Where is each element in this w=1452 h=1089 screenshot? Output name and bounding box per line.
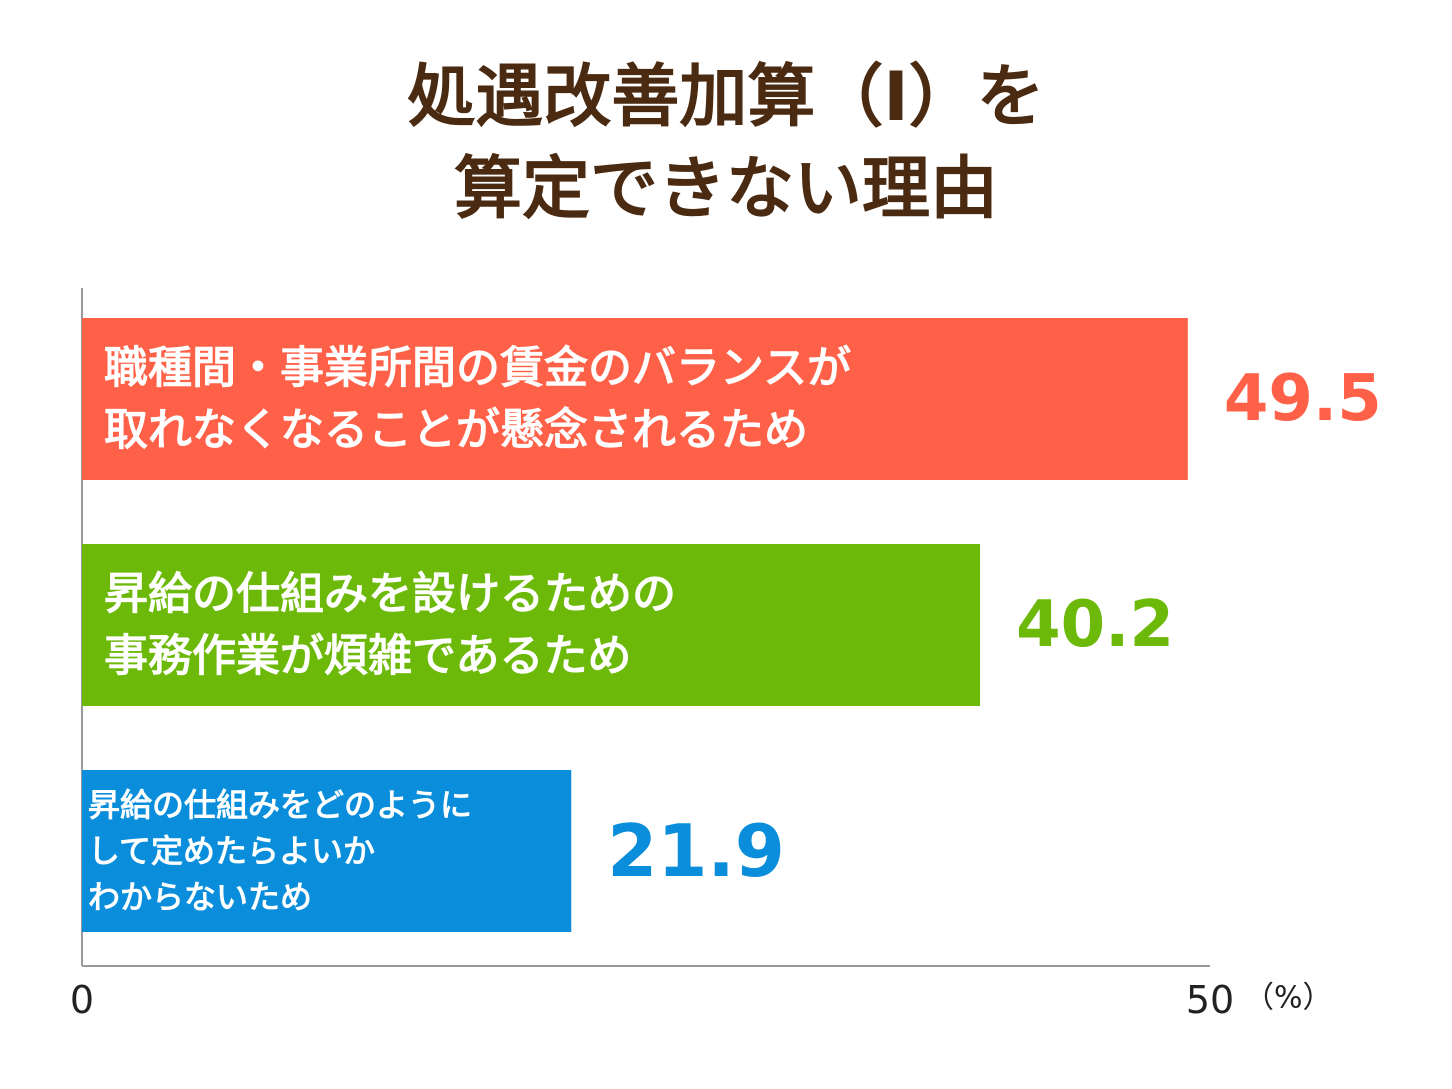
bar-3-label-line-2: して定めたらよいか <box>88 832 375 870</box>
bar-2-label-line-2: 事務作業が煩雑であるため <box>104 631 632 682</box>
chart-title: 処遇改善加算（Ⅰ）を 算定できない理由 <box>0 52 1452 236</box>
bar-1 <box>82 318 1188 480</box>
x-tick-label-0: 0 <box>70 978 94 1022</box>
chart-ticks: 0 50 （%） <box>70 978 1333 1022</box>
bar-3-label-line-1: 昇給の仕組みをどのように <box>88 786 472 824</box>
chart-title-line-1: 処遇改善加算（Ⅰ）を <box>407 58 1045 137</box>
bar-2 <box>82 544 981 706</box>
bar-1-label-line-1: 職種間・事業所間の賃金のバランスが <box>104 343 851 394</box>
bar-3-label-line-3: わからないため <box>88 878 312 916</box>
bar-2-label-line-1: 昇給の仕組みを設けるための <box>104 569 676 620</box>
bar-2-value-label: 40.2 <box>1016 588 1174 662</box>
bar-1-value-label: 49.5 <box>1224 362 1382 436</box>
chart-title-line-2: 算定できない理由 <box>453 150 998 229</box>
bar-3-value-label: 21.9 <box>607 809 785 893</box>
x-tick-label-50: 50 <box>1186 978 1234 1022</box>
x-axis-unit-label: （%） <box>1244 981 1333 1016</box>
bar-3 <box>82 770 572 932</box>
bar-1-label-line-2: 取れなくなることが懸念されるため <box>104 405 808 456</box>
